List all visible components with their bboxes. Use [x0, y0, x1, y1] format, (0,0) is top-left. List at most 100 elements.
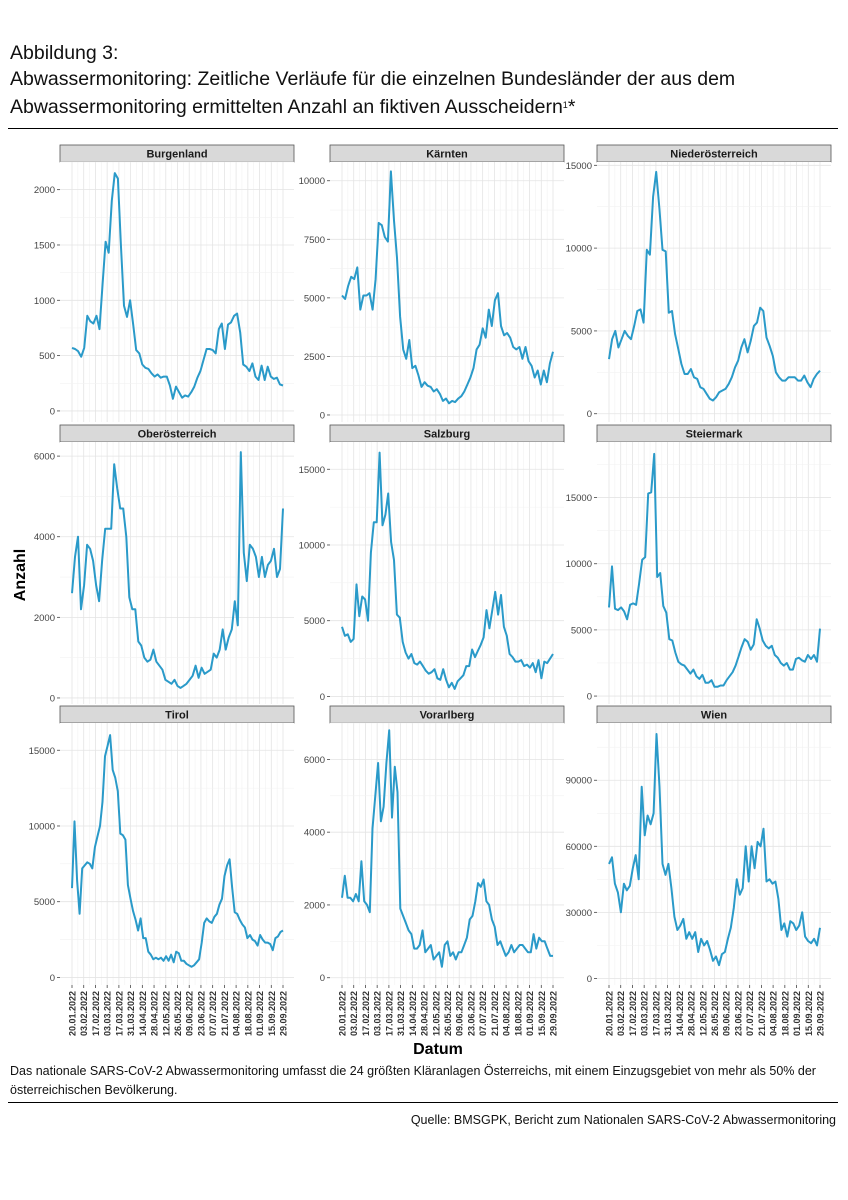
x-tick-label: 04.08.2022: [232, 991, 242, 1036]
x-tick-label: 09.06.2022: [455, 991, 465, 1036]
x-tick-label: 03.03.2022: [373, 991, 383, 1036]
series-line: [608, 733, 821, 967]
x-tick-label: 20.01.2022: [605, 991, 615, 1036]
y-tick-label: 2000: [34, 185, 55, 196]
plot-area: [330, 442, 564, 704]
y-tick-label: 2500: [304, 352, 325, 363]
footnote-text: Das nationale SARS-CoV-2 Abwassermonitor…: [10, 1064, 816, 1097]
panel-steiermark: Steiermark 0 5000 10000 15000: [566, 424, 832, 704]
title-line-2-text: Abwassermonitoring ermittelten Anzahl an…: [10, 96, 563, 118]
x-tick-label: 14.04.2022: [138, 991, 148, 1036]
x-tick-label: 14.04.2022: [408, 991, 418, 1036]
panel-niederösterreich: Niederösterreich 0 5000 10000 15000: [566, 144, 832, 422]
y-tick-label: 10000: [566, 244, 592, 255]
x-tick-label: 04.08.2022: [502, 991, 512, 1036]
panel-wien: Wien 0 30000 60000 90000 20.01.2022 03.02.2022…: [566, 705, 832, 1036]
x-tick-label: 07.07.2022: [478, 991, 488, 1036]
y-tick-label: 5000: [571, 625, 592, 636]
x-tick-label: 04.08.2022: [769, 991, 779, 1036]
x-tick-label: 29.09.2022: [549, 991, 559, 1036]
y-tick-label: 5000: [34, 897, 55, 908]
x-tick-label: 17.02.2022: [628, 991, 638, 1036]
x-tick-label: 21.07.2022: [757, 991, 767, 1036]
y-tick-label: 10000: [566, 559, 592, 570]
x-tick-label: 26.05.2022: [443, 991, 453, 1036]
y-tick-label: 0: [50, 693, 55, 704]
x-tick-label: 23.06.2022: [196, 991, 206, 1036]
small-multiples-chart: Burgenland 0 500 1000 1500 2000 Kärnten 0 2500 50…: [12, 144, 832, 1058]
x-tick-label: 15.09.2022: [267, 991, 277, 1036]
series-line: [341, 729, 553, 968]
panel-oberösterreich: Oberösterreich 0 2000 4000 6000: [34, 424, 295, 704]
title-line-2: Abwassermonitoring ermittelten Anzahl an…: [10, 92, 840, 120]
x-tick-label: 03.03.2022: [103, 991, 113, 1036]
series-line: [341, 451, 554, 690]
x-tick-label: 07.07.2022: [208, 991, 218, 1036]
x-tick-label: 17.03.2022: [114, 991, 124, 1036]
facet-label: Vorarlberg: [420, 710, 475, 722]
x-tick-label: 20.01.2022: [338, 991, 348, 1036]
y-tick-label: 15000: [566, 161, 592, 172]
facet-label: Niederösterreich: [670, 149, 758, 161]
series-line: [608, 452, 821, 688]
y-tick-label: 500: [39, 351, 55, 362]
facet-label: Tirol: [165, 710, 189, 722]
facet-label: Burgenland: [146, 149, 207, 161]
y-tick-label: 90000: [566, 776, 592, 787]
y-axis-title: Anzahl: [12, 549, 29, 601]
y-tick-label: 10000: [299, 540, 325, 551]
y-tick-label: 15000: [566, 493, 592, 504]
x-tick-label: 17.02.2022: [91, 991, 101, 1036]
y-tick-label: 5000: [304, 616, 325, 627]
x-tick-label: 17.02.2022: [361, 991, 371, 1036]
x-tick-label: 12.05.2022: [698, 991, 708, 1036]
panel-vorarlberg: Vorarlberg 0 2000 4000 6000 20.01.2022 03.02.2…: [304, 705, 565, 1036]
y-tick-label: 15000: [29, 746, 55, 757]
figure-title: Abbildung 3: Abwassermonitoring: Zeitlic…: [10, 40, 840, 120]
x-tick-label: 31.03.2022: [396, 991, 406, 1036]
x-tick-label: 12.05.2022: [161, 991, 171, 1036]
bottom-rule: [8, 1102, 838, 1103]
x-tick-label: 09.06.2022: [722, 991, 732, 1036]
panel-tirol: Tirol 0 5000 10000 15000 20.01.2022 03.02.2022…: [29, 705, 295, 1036]
y-tick-label: 4000: [304, 828, 325, 839]
y-tick-label: 0: [50, 973, 55, 984]
facet-label: Salzburg: [424, 429, 470, 441]
x-axis-title: Datum: [413, 1041, 463, 1058]
x-tick-label: 18.08.2022: [780, 991, 790, 1036]
x-tick-label: 29.09.2022: [816, 991, 826, 1036]
x-tick-label: 17.03.2022: [384, 991, 394, 1036]
series-line: [608, 170, 821, 402]
x-tick-label: 07.07.2022: [745, 991, 755, 1036]
y-tick-label: 0: [587, 974, 592, 985]
x-tick-label: 09.06.2022: [185, 991, 195, 1036]
top-rule: [8, 128, 838, 129]
x-tick-label: 01.09.2022: [525, 991, 535, 1036]
x-tick-label: 31.03.2022: [663, 991, 673, 1036]
y-tick-label: 0: [320, 973, 325, 984]
y-tick-label: 60000: [566, 842, 592, 853]
series-line: [71, 734, 284, 968]
x-tick-label: 28.04.2022: [420, 991, 430, 1036]
y-tick-label: 5000: [571, 326, 592, 337]
x-tick-label: 26.05.2022: [710, 991, 720, 1036]
y-tick-label: 2000: [304, 900, 325, 911]
y-tick-label: 1000: [34, 296, 55, 307]
x-tick-label: 31.03.2022: [126, 991, 136, 1036]
panel-kärnten: Kärnten 0 2500 5000 7500 10000: [299, 144, 565, 422]
x-tick-label: 01.09.2022: [792, 991, 802, 1036]
x-tick-label: 23.06.2022: [733, 991, 743, 1036]
y-tick-label: 4000: [34, 532, 55, 543]
x-tick-label: 01.09.2022: [255, 991, 265, 1036]
y-tick-label: 10000: [29, 821, 55, 832]
plot-area: [597, 723, 831, 985]
y-tick-label: 0: [587, 409, 592, 420]
x-tick-label: 21.07.2022: [220, 991, 230, 1036]
x-tick-label: 20.01.2022: [68, 991, 78, 1036]
x-tick-label: 28.04.2022: [150, 991, 160, 1036]
y-tick-label: 0: [50, 406, 55, 417]
x-tick-label: 29.09.2022: [279, 991, 289, 1036]
x-tick-label: 12.05.2022: [431, 991, 441, 1036]
x-tick-label: 26.05.2022: [173, 991, 183, 1036]
facet-label: Oberösterreich: [138, 429, 217, 441]
